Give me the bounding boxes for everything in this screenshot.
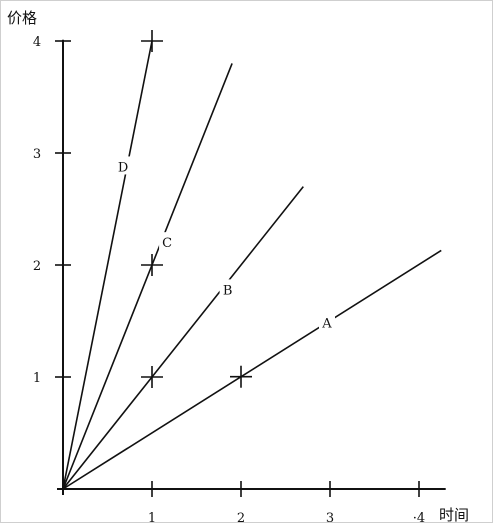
series-labels: D C B A (115, 156, 335, 331)
series-line-A (62, 249, 442, 490)
axes: 时间 价格 (7, 9, 469, 524)
series-line-D (62, 40, 153, 490)
series-label-bg-C (159, 232, 176, 251)
y-tick-label-4: 4 (33, 35, 41, 50)
axis-ticks: 1 2 3 ·4 1 2 3 4 (33, 35, 425, 524)
x-axis-title: 时间 (439, 506, 469, 524)
x-tick-label-2: 2 (237, 511, 245, 524)
x-tick-label-3: 3 (326, 511, 334, 524)
y-tick-label-2: 2 (33, 259, 41, 274)
x-tick-label-4: ·4 (413, 511, 425, 524)
crosshair-markers (141, 30, 252, 388)
y-axis-title: 价格 (7, 9, 37, 27)
series-label-bg-B (219, 279, 236, 298)
series-label-C: C (162, 236, 172, 251)
series-line-B (62, 186, 304, 490)
y-tick-label-1: 1 (33, 371, 41, 386)
series-label-D: D (118, 160, 128, 175)
series-label-bg-D (115, 156, 132, 175)
series-line-C (62, 63, 233, 490)
series-lines (62, 40, 442, 490)
series-label-B: B (223, 283, 233, 298)
series-label-A: A (321, 316, 332, 331)
x-tick-label-1: 1 (148, 511, 156, 524)
series-label-bg-A (318, 312, 335, 331)
y-tick-label-3: 3 (33, 147, 41, 162)
